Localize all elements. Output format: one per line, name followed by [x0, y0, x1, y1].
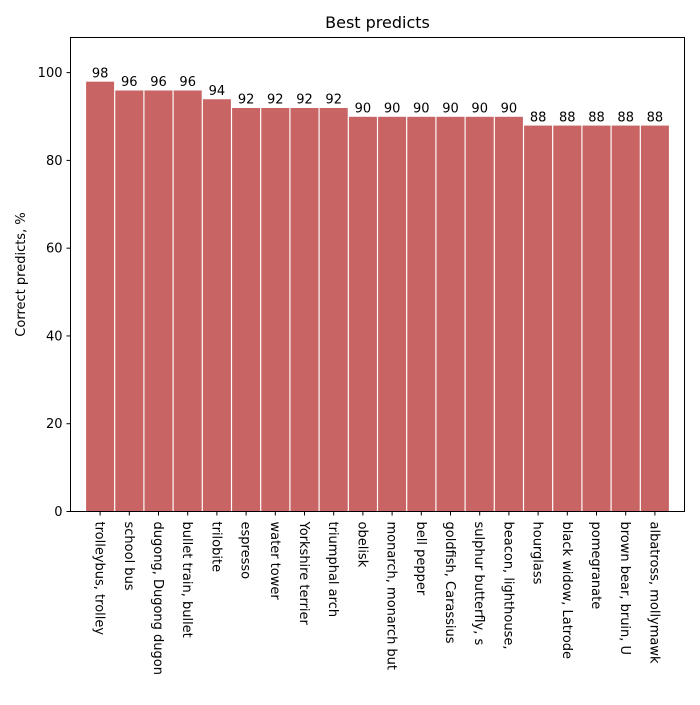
bar-value-label: 90 [442, 102, 459, 117]
bar [377, 116, 407, 512]
bar-value-label: 90 [471, 102, 488, 117]
bar-value-label: 92 [296, 93, 313, 108]
bar [494, 116, 524, 512]
x-tick-label: goldfish, Carassius [442, 522, 457, 644]
x-tick-label: dugong, Dugong dugon [150, 522, 165, 675]
bar [552, 124, 582, 512]
bar [523, 124, 553, 512]
x-tick-label: espresso [238, 522, 253, 580]
bar [435, 116, 466, 512]
x-tick-label: bullet train, bullet [179, 522, 194, 638]
x-tick-label: brown bear, bruin, U [617, 522, 632, 656]
bar [406, 116, 436, 512]
bar [202, 98, 232, 512]
x-tick-label: monarch, monarch but [384, 522, 399, 671]
bar [348, 116, 378, 512]
x-tick-label: Yorkshire terrier [296, 521, 311, 626]
bar [581, 124, 612, 512]
bar-value-label: 96 [121, 75, 138, 90]
bar-value-label: 88 [559, 110, 576, 125]
bar [173, 89, 203, 512]
x-tick-label: hourglass [530, 522, 545, 585]
x-tick-label: beacon, lighthouse, [500, 522, 515, 650]
bar-value-label: 90 [355, 102, 372, 117]
bar [640, 124, 670, 512]
y-tick-label: 40 [46, 329, 63, 344]
bar-value-label: 96 [150, 75, 167, 90]
bar [319, 107, 349, 512]
bar-value-label: 92 [238, 93, 255, 108]
bar-value-label: 88 [617, 110, 634, 125]
x-tick-label: triumphal arch [325, 522, 340, 618]
x-tick-label: pomegranate [588, 522, 603, 610]
bar-value-label: 90 [384, 102, 401, 117]
bar [260, 107, 290, 512]
bar-value-label: 96 [179, 75, 196, 90]
x-tick-label: trolleybus, trolley [92, 522, 107, 636]
bar [289, 107, 320, 512]
plot-frame [70, 37, 685, 512]
y-tick-label: 60 [46, 242, 63, 257]
x-axis-ticks: trolleybus, trolley school bus dugong, Dug… [92, 511, 661, 675]
bar-value-label: 88 [647, 110, 664, 125]
x-tick-label: black widow, Latrode [559, 522, 574, 660]
bar-value-label: 98 [92, 66, 109, 81]
y-axis-ticks: 0 20 40 60 80 100 [38, 66, 71, 520]
bar [465, 116, 495, 512]
x-tick-label: school bus [121, 522, 136, 591]
x-tick-label: albatross, mollymawk [646, 522, 661, 665]
y-axis-label: Correct predicts, % [14, 212, 29, 336]
bar [114, 89, 144, 512]
bar [611, 124, 641, 512]
bar-value-label: 90 [413, 102, 430, 117]
x-tick-label: obelisk [354, 522, 369, 568]
y-tick-label: 100 [38, 66, 63, 81]
x-tick-label: water tower [267, 522, 282, 601]
bar-value-label: 92 [325, 93, 342, 108]
bar [85, 81, 115, 512]
x-tick-label: bell pepper [413, 522, 428, 596]
bar-value-label: 88 [588, 110, 605, 125]
y-tick-label: 0 [54, 505, 62, 520]
bar-value-label: 90 [501, 102, 518, 117]
bars-group [85, 81, 670, 512]
y-tick-label: 20 [46, 417, 63, 432]
bar [231, 107, 261, 512]
bar-value-label: 94 [209, 84, 226, 99]
bar [143, 89, 174, 512]
chart-title: Best predicts [325, 13, 430, 32]
bar-value-label: 88 [530, 110, 547, 125]
bar-value-labels: 98 96 96 96 94 92 92 92 92 90 90 90 90 90 90 88 88 88 88 88 [92, 66, 663, 125]
x-tick-label: sulphur butterfly, s [471, 522, 486, 646]
y-tick-label: 80 [46, 154, 63, 169]
x-tick-label: trilobite [208, 522, 223, 573]
bar-value-label: 92 [267, 93, 284, 108]
